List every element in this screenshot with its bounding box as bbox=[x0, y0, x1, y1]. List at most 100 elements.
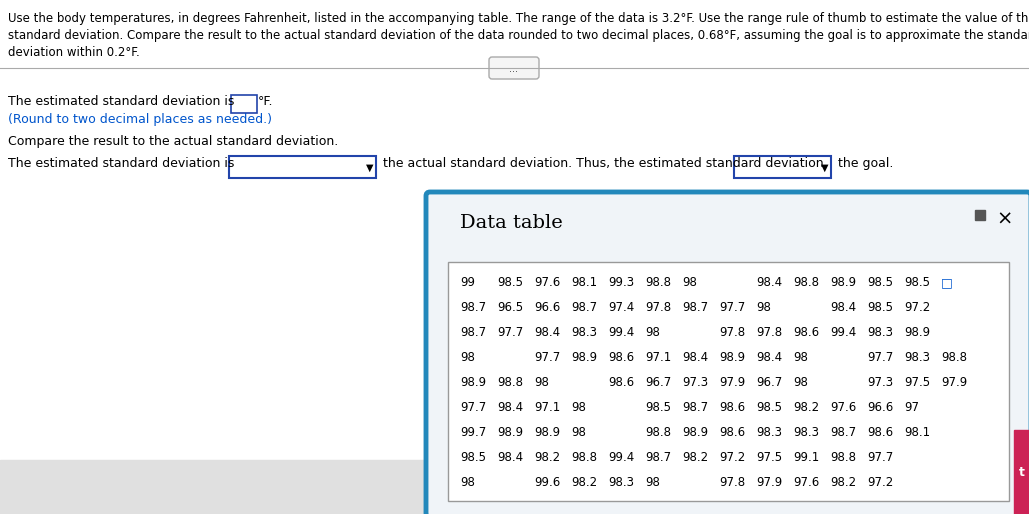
Text: 98: 98 bbox=[682, 276, 697, 289]
Text: 98.3: 98.3 bbox=[793, 426, 819, 439]
Text: 98.9: 98.9 bbox=[571, 351, 597, 364]
Text: 98.3: 98.3 bbox=[867, 326, 893, 339]
Text: 98: 98 bbox=[571, 401, 586, 414]
Text: 98.3: 98.3 bbox=[904, 351, 930, 364]
Bar bbox=[0, 460, 430, 514]
Text: 98.9: 98.9 bbox=[830, 276, 856, 289]
FancyBboxPatch shape bbox=[448, 262, 1009, 501]
Text: 98.1: 98.1 bbox=[571, 276, 597, 289]
Text: 97.7: 97.7 bbox=[534, 351, 560, 364]
Text: 97.1: 97.1 bbox=[534, 401, 560, 414]
Text: 96.6: 96.6 bbox=[867, 401, 893, 414]
Text: 98.3: 98.3 bbox=[756, 426, 782, 439]
Text: 97.2: 97.2 bbox=[719, 451, 745, 464]
Text: standard deviation. Compare the result to the actual standard deviation of the d: standard deviation. Compare the result t… bbox=[8, 29, 1029, 42]
Text: 98: 98 bbox=[460, 476, 474, 489]
Text: t: t bbox=[1019, 466, 1025, 479]
Text: 98: 98 bbox=[793, 351, 808, 364]
Bar bbox=[1014, 430, 1029, 514]
Text: 96.7: 96.7 bbox=[645, 376, 671, 389]
Text: 98.2: 98.2 bbox=[682, 451, 708, 464]
Text: 97.3: 97.3 bbox=[867, 376, 893, 389]
Text: 98: 98 bbox=[460, 351, 474, 364]
Text: 98.5: 98.5 bbox=[904, 276, 930, 289]
Text: 98: 98 bbox=[645, 476, 660, 489]
Text: 97.7: 97.7 bbox=[460, 401, 487, 414]
Text: ...: ... bbox=[509, 64, 519, 74]
Text: 98.9: 98.9 bbox=[719, 351, 745, 364]
Text: 98.8: 98.8 bbox=[645, 276, 671, 289]
Text: 98.9: 98.9 bbox=[460, 376, 486, 389]
Text: 97.5: 97.5 bbox=[904, 376, 930, 389]
Text: the actual standard deviation. Thus, the estimated standard deviation: the actual standard deviation. Thus, the… bbox=[379, 157, 827, 170]
Text: 99.7: 99.7 bbox=[460, 426, 487, 439]
Text: 98.4: 98.4 bbox=[497, 451, 523, 464]
Text: ▼: ▼ bbox=[821, 163, 828, 173]
Text: 96.5: 96.5 bbox=[497, 301, 523, 314]
Text: 98.9: 98.9 bbox=[682, 426, 708, 439]
Text: 98.2: 98.2 bbox=[534, 451, 560, 464]
Text: 97.2: 97.2 bbox=[904, 301, 930, 314]
Text: 98.5: 98.5 bbox=[867, 301, 893, 314]
Text: ×: × bbox=[997, 210, 1014, 229]
Text: □: □ bbox=[941, 276, 953, 289]
Text: deviation within 0.2°F.: deviation within 0.2°F. bbox=[8, 46, 140, 59]
Text: 98.5: 98.5 bbox=[756, 401, 782, 414]
Text: 98.7: 98.7 bbox=[460, 301, 486, 314]
Text: 98.7: 98.7 bbox=[682, 301, 708, 314]
Text: 97: 97 bbox=[904, 401, 919, 414]
Text: 98.2: 98.2 bbox=[830, 476, 856, 489]
Text: 98.4: 98.4 bbox=[682, 351, 708, 364]
Text: 98.8: 98.8 bbox=[830, 451, 856, 464]
Text: 97.9: 97.9 bbox=[719, 376, 745, 389]
Text: 98: 98 bbox=[534, 376, 548, 389]
Text: 98.4: 98.4 bbox=[830, 301, 856, 314]
Text: 98.9: 98.9 bbox=[534, 426, 560, 439]
Text: 97.9: 97.9 bbox=[756, 476, 782, 489]
Text: 98: 98 bbox=[571, 426, 586, 439]
Text: (Round to two decimal places as needed.): (Round to two decimal places as needed.) bbox=[8, 113, 272, 126]
Text: 97.8: 97.8 bbox=[756, 326, 782, 339]
Text: 97.9: 97.9 bbox=[941, 376, 967, 389]
Text: 97.8: 97.8 bbox=[645, 301, 671, 314]
Text: 99.6: 99.6 bbox=[534, 476, 560, 489]
Text: 98.5: 98.5 bbox=[645, 401, 671, 414]
Text: 98.8: 98.8 bbox=[793, 276, 819, 289]
Text: 98.7: 98.7 bbox=[571, 301, 597, 314]
Text: 97.6: 97.6 bbox=[793, 476, 819, 489]
Text: 99.4: 99.4 bbox=[608, 326, 634, 339]
Text: 98.5: 98.5 bbox=[497, 276, 523, 289]
Text: 97.6: 97.6 bbox=[534, 276, 560, 289]
Text: The estimated standard deviation is: The estimated standard deviation is bbox=[8, 95, 239, 108]
Text: °F.: °F. bbox=[258, 95, 274, 108]
Text: 98.6: 98.6 bbox=[608, 351, 634, 364]
Text: Data table: Data table bbox=[460, 214, 563, 232]
Text: 98.4: 98.4 bbox=[756, 351, 782, 364]
Text: 98.5: 98.5 bbox=[460, 451, 486, 464]
Text: 98.9: 98.9 bbox=[497, 426, 523, 439]
Text: The estimated standard deviation is: The estimated standard deviation is bbox=[8, 157, 239, 170]
Text: 98.4: 98.4 bbox=[756, 276, 782, 289]
Text: 99.1: 99.1 bbox=[793, 451, 819, 464]
Text: 98: 98 bbox=[645, 326, 660, 339]
Text: 98.4: 98.4 bbox=[497, 401, 523, 414]
Text: 98.2: 98.2 bbox=[571, 476, 597, 489]
FancyBboxPatch shape bbox=[230, 95, 257, 113]
FancyBboxPatch shape bbox=[734, 156, 831, 178]
Text: 97.8: 97.8 bbox=[719, 326, 745, 339]
Text: 98.7: 98.7 bbox=[460, 326, 486, 339]
Text: 98.6: 98.6 bbox=[608, 376, 634, 389]
Text: 98.4: 98.4 bbox=[534, 326, 560, 339]
Text: ▼: ▼ bbox=[366, 163, 374, 173]
Text: Use the body temperatures, in degrees Fahrenheit, listed in the accompanying tab: Use the body temperatures, in degrees Fa… bbox=[8, 12, 1029, 25]
Text: 99.4: 99.4 bbox=[830, 326, 856, 339]
Text: 97.5: 97.5 bbox=[756, 451, 782, 464]
Text: Compare the result to the actual standard deviation.: Compare the result to the actual standar… bbox=[8, 135, 339, 148]
Text: 97.2: 97.2 bbox=[867, 476, 893, 489]
Text: 97.7: 97.7 bbox=[867, 451, 893, 464]
Text: 96.7: 96.7 bbox=[756, 376, 782, 389]
Text: 97.1: 97.1 bbox=[645, 351, 671, 364]
Text: 98.8: 98.8 bbox=[571, 451, 597, 464]
Text: 98.3: 98.3 bbox=[571, 326, 597, 339]
Text: 99.3: 99.3 bbox=[608, 276, 634, 289]
